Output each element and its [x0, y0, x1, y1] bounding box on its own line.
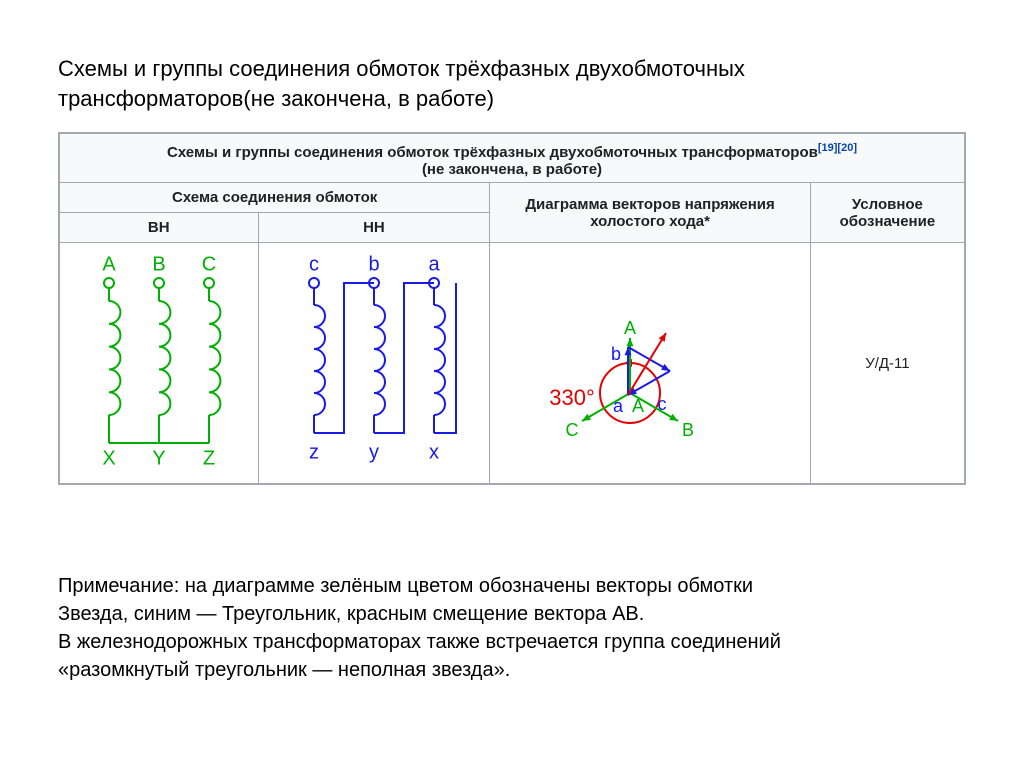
vector-diagram: 330°ABCbcaA [510, 243, 790, 483]
svg-text:y: y [369, 441, 379, 463]
svg-text:X: X [102, 447, 115, 469]
hv-winding-diagram: A X B Y C Z [74, 243, 244, 483]
svg-text:a: a [428, 253, 440, 275]
lv-winding-diagram: c z b y a x [274, 243, 474, 483]
cell-lv-diagram: c z b y a x [258, 243, 490, 484]
svg-text:A: A [102, 253, 116, 275]
caption-refs: [19][20] [818, 142, 857, 154]
cell-vector-diagram: 330°ABCbcaA [490, 243, 811, 484]
svg-text:B: B [682, 420, 694, 440]
title-line-2: трансформаторов(не закончена, в работе) [58, 86, 494, 111]
slide-title: Схемы и группы соединения обмоток трёхфа… [58, 54, 938, 113]
cell-hv-diagram: A X B Y C Z [60, 243, 259, 484]
note-line-1: Примечание: на диаграмме зелёным цветом … [58, 575, 753, 597]
header-lv: НН [258, 213, 490, 243]
svg-text:a: a [613, 396, 624, 416]
svg-text:b: b [368, 253, 379, 275]
note-line-4: «разомкнутый треугольник — неполная звез… [58, 659, 510, 681]
svg-text:c: c [309, 253, 319, 275]
transformer-table: Схемы и группы соединения обмоток трёхфа… [58, 132, 966, 485]
svg-text:A: A [624, 318, 636, 338]
note-line-3: В железнодорожных трансформаторах также … [58, 631, 781, 653]
caption-text-2: (не закончена, в работе) [422, 161, 602, 178]
svg-text:b: b [611, 344, 621, 364]
slide-note: Примечание: на диаграмме зелёным цветом … [58, 572, 958, 684]
svg-text:c: c [658, 394, 667, 414]
svg-text:C: C [202, 253, 216, 275]
svg-text:x: x [429, 441, 439, 463]
svg-text:A: A [632, 396, 644, 416]
svg-text:Y: Y [152, 447, 165, 469]
caption-text: Схемы и группы соединения обмоток трёхфа… [167, 144, 818, 161]
cell-symbol: У/Д-11 [810, 243, 964, 484]
title-line-1: Схемы и группы соединения обмоток трёхфа… [58, 56, 745, 81]
svg-text:B: B [152, 253, 165, 275]
header-scheme: Схема соединения обмоток [60, 183, 490, 213]
svg-text:Z: Z [203, 447, 215, 469]
svg-text:C: C [566, 420, 579, 440]
svg-text:z: z [309, 441, 319, 463]
header-vector: Диаграмма векторов напряжения холостого … [490, 183, 811, 243]
header-symbol: Условное обозначение [810, 183, 964, 243]
table-caption: Схемы и группы соединения обмоток трёхфа… [60, 134, 965, 183]
header-hv: ВН [60, 213, 259, 243]
note-line-2: Звезда, синим — Треугольник, красным сме… [58, 603, 644, 625]
svg-text:330°: 330° [549, 385, 595, 410]
